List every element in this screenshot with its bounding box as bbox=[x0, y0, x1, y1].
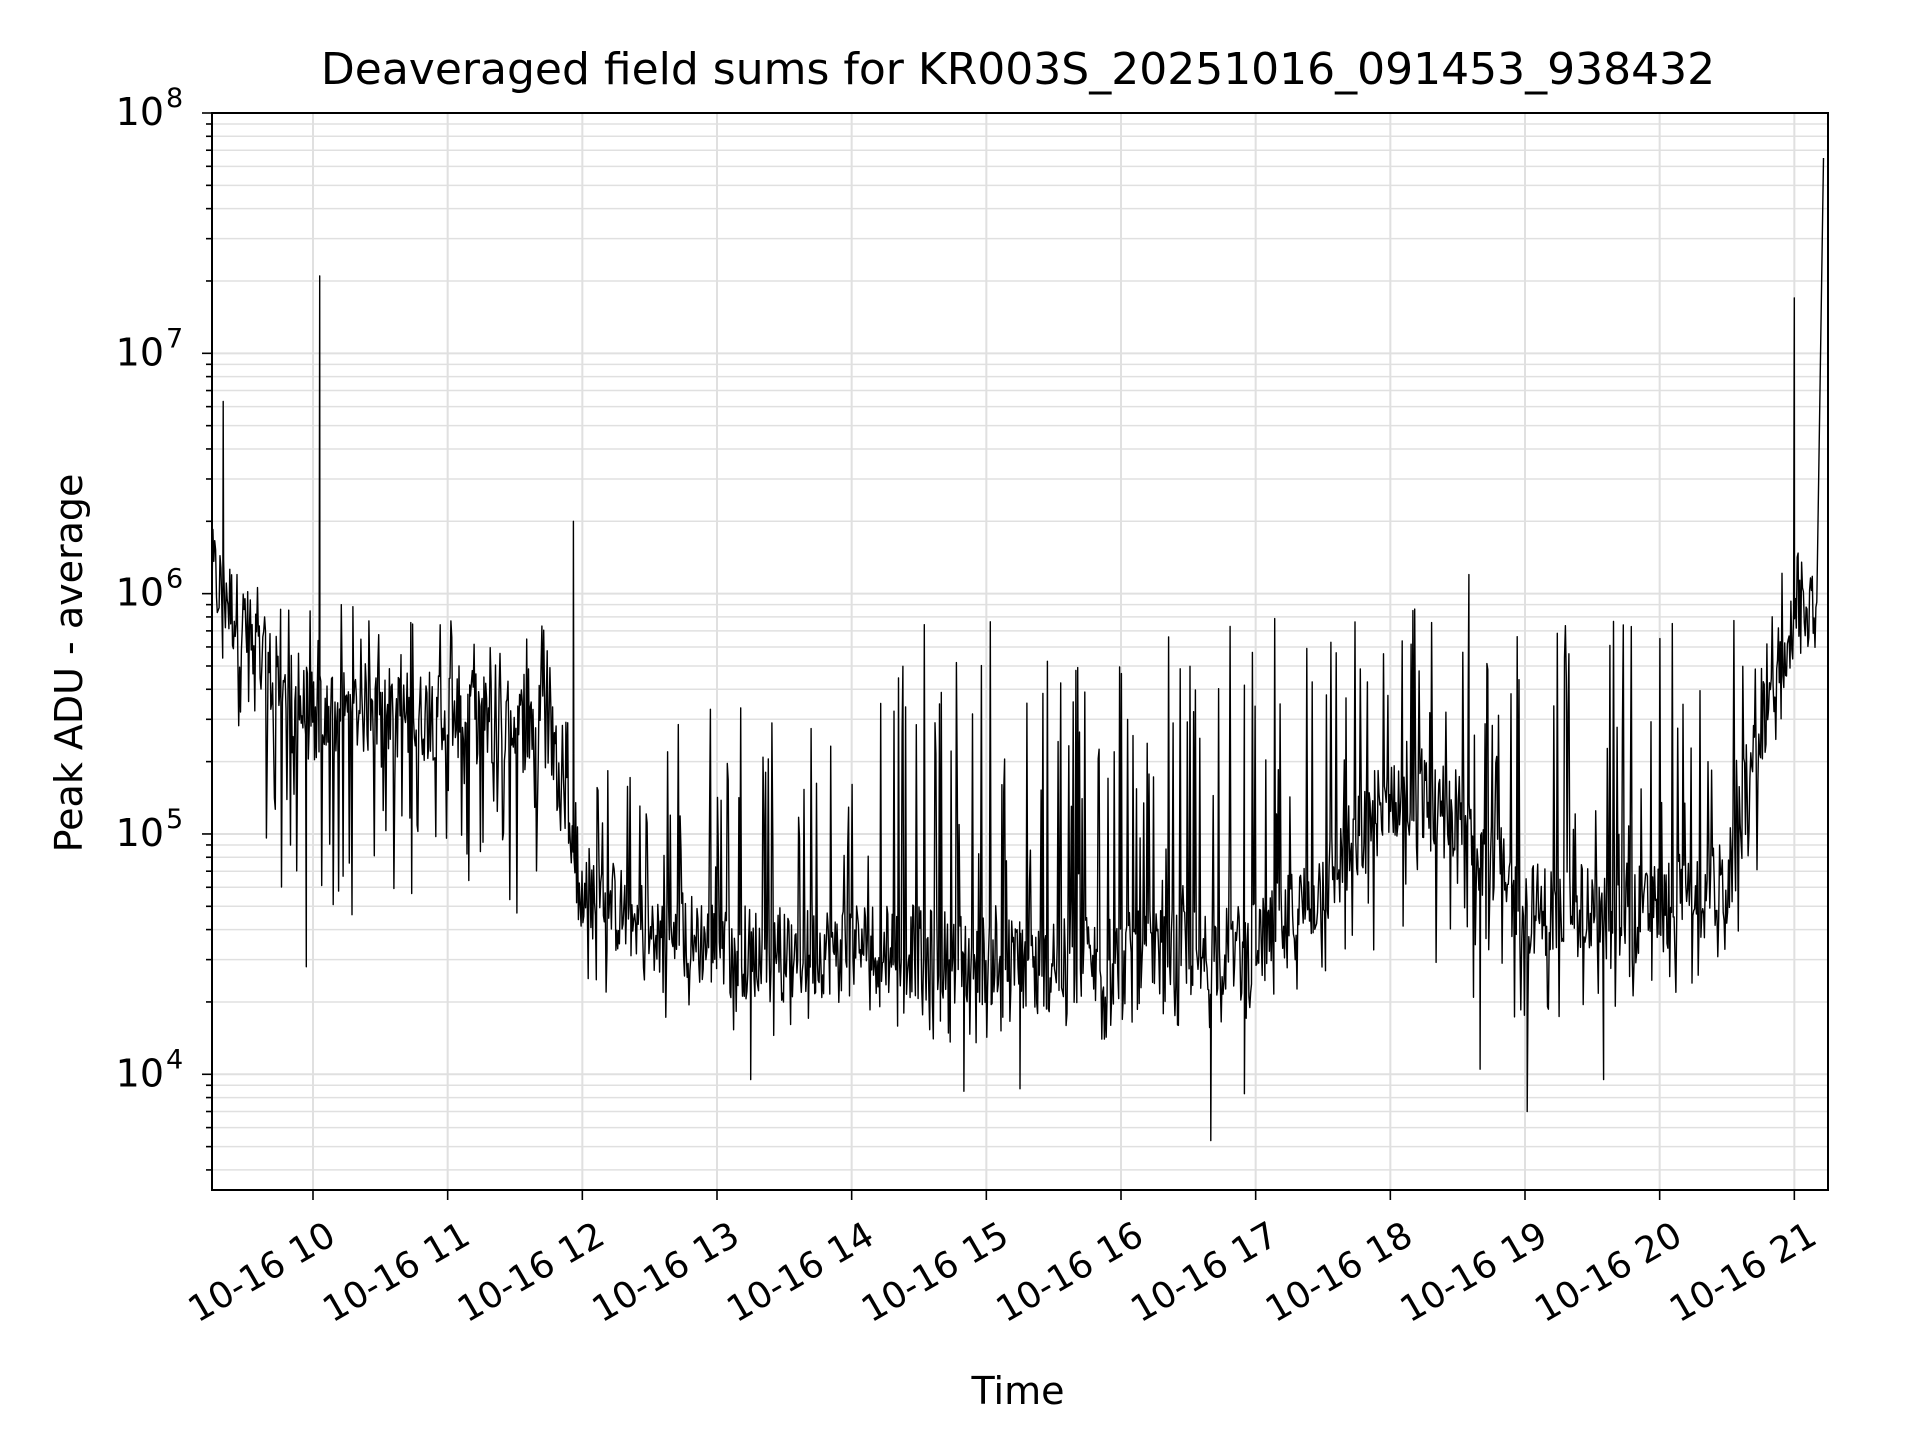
y-tick-label: 10 bbox=[116, 330, 164, 374]
y-tick-label-base: 10 bbox=[116, 571, 164, 615]
x-axis-label: Time bbox=[971, 1369, 1065, 1413]
y-tick-label: 10 bbox=[116, 1051, 164, 1095]
chart-title: Deaveraged field sums for KR003S_2025101… bbox=[321, 44, 1715, 95]
y-tick-label-base: 10 bbox=[116, 90, 164, 134]
y-tick-label-exponent: 6 bbox=[166, 564, 183, 595]
y-tick-label: 10 bbox=[116, 811, 164, 855]
y-tick-label-exponent: 7 bbox=[166, 323, 183, 354]
y-tick-label: 10 bbox=[116, 571, 164, 615]
plot-frame bbox=[211, 112, 1829, 1191]
y-tick-label-exponent: 5 bbox=[166, 804, 183, 835]
series-trace bbox=[211, 157, 1825, 1142]
y-tick-label-exponent: 4 bbox=[166, 1044, 183, 1075]
y-tick-label-base: 10 bbox=[116, 1051, 164, 1095]
y-tick-label: 10 bbox=[116, 90, 164, 134]
y-axis-label: Peak ADU - average bbox=[47, 474, 91, 853]
y-tick-label-exponent: 8 bbox=[166, 83, 183, 114]
y-tick-label-base: 10 bbox=[116, 811, 164, 855]
series-line bbox=[211, 157, 1825, 1142]
y-tick-label-base: 10 bbox=[116, 330, 164, 374]
